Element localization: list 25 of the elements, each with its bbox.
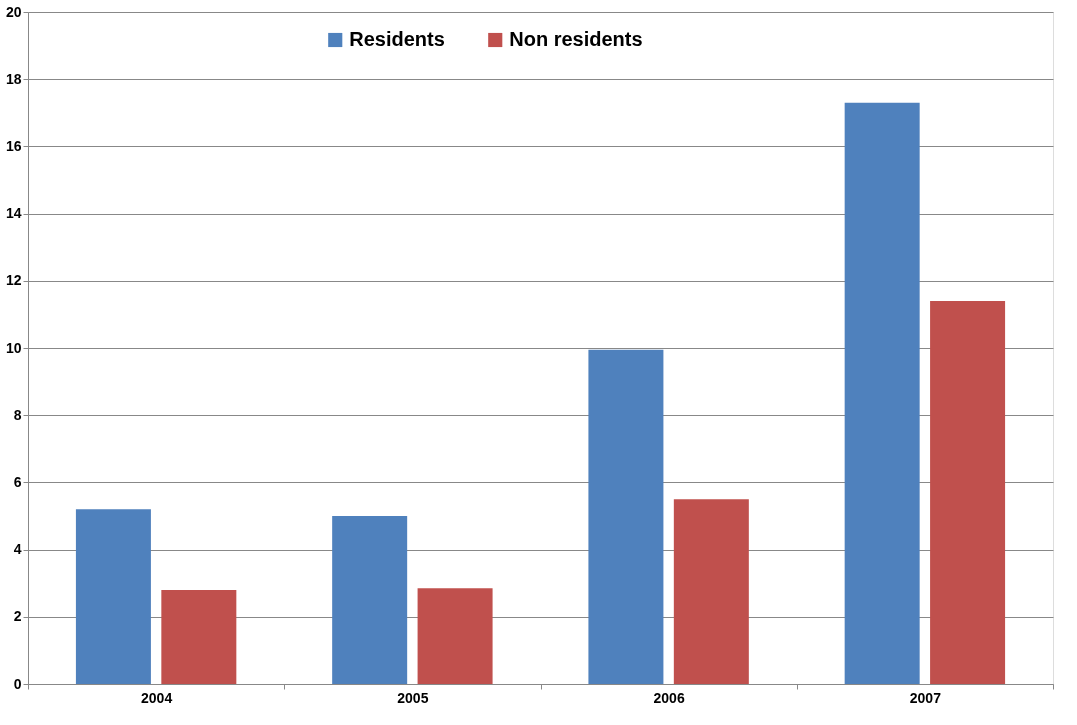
y-tick-label: 2 (13, 608, 22, 625)
y-tick-label: 18 (5, 70, 22, 87)
y-tick-label: 0 (13, 675, 22, 692)
y-tick-label: 4 (13, 541, 22, 558)
bar (161, 589, 237, 684)
y-tick-label: 12 (5, 272, 22, 289)
x-tick-label: 2005 (397, 689, 429, 706)
bar (844, 102, 920, 684)
legend-label: Residents (349, 28, 445, 50)
x-tick-label: 2004 (141, 689, 173, 706)
x-tick-label: 2006 (653, 689, 685, 706)
bar (673, 499, 749, 684)
bar (930, 300, 1006, 684)
bar (417, 588, 493, 684)
y-tick-label: 16 (5, 137, 22, 154)
y-tick-label: 6 (13, 473, 22, 490)
bar (332, 516, 408, 684)
y-tick-label: 8 (13, 406, 22, 423)
x-tick-label: 2007 (909, 689, 942, 706)
bar (75, 509, 151, 684)
y-tick-label: 14 (5, 205, 22, 222)
legend-label: Non residents (509, 28, 643, 50)
y-tick-label: 20 (5, 3, 22, 20)
y-tick-label: 10 (5, 339, 22, 356)
bar (588, 349, 664, 684)
